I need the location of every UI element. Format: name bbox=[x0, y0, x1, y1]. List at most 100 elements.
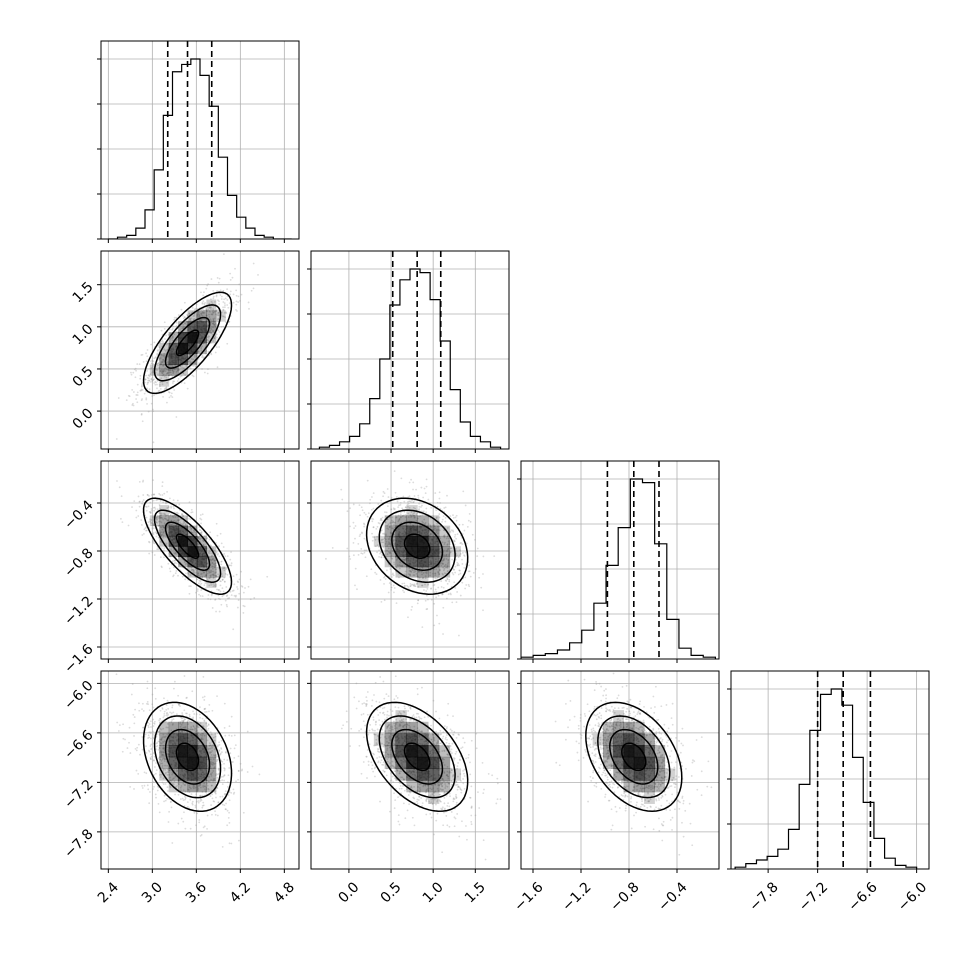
scatter-point bbox=[377, 503, 379, 505]
scatter-point bbox=[195, 805, 197, 807]
scatter-point bbox=[368, 512, 370, 514]
scatter-point bbox=[153, 759, 155, 761]
scatter-point bbox=[148, 726, 150, 728]
density-cell bbox=[385, 536, 396, 547]
scatter-point bbox=[209, 539, 211, 541]
scatter-point bbox=[178, 504, 180, 506]
scatter-point bbox=[381, 556, 383, 558]
scatter-point bbox=[163, 697, 165, 699]
scatter-point bbox=[226, 288, 228, 290]
scatter-point bbox=[222, 301, 224, 303]
scatter-point bbox=[183, 709, 185, 711]
scatter-point bbox=[371, 496, 373, 498]
scatter-point bbox=[167, 713, 169, 715]
scatter-point bbox=[363, 526, 365, 528]
scatter-point bbox=[253, 597, 255, 599]
scatter-point bbox=[384, 492, 386, 494]
scatter-point bbox=[173, 506, 175, 508]
scatter-point bbox=[212, 290, 214, 292]
panel-frame bbox=[311, 251, 509, 449]
scatter-point bbox=[174, 681, 176, 683]
scatter-point bbox=[243, 812, 245, 814]
scatter-point bbox=[400, 514, 402, 516]
scatter-point bbox=[219, 580, 221, 582]
scatter-point bbox=[418, 503, 420, 505]
scatter-point bbox=[468, 564, 470, 566]
scatter-point bbox=[141, 386, 143, 388]
scatter-point bbox=[184, 382, 186, 384]
scatter-point bbox=[158, 749, 160, 751]
scatter-point bbox=[162, 341, 164, 343]
scatter-point bbox=[441, 521, 443, 523]
scatter-point bbox=[414, 495, 416, 497]
scatter-point bbox=[412, 482, 414, 484]
scatter-point bbox=[152, 360, 154, 362]
panel-plot-area bbox=[101, 41, 299, 239]
scatter-point bbox=[411, 499, 413, 501]
scatter-point bbox=[217, 366, 219, 368]
scatter-point bbox=[157, 741, 159, 743]
scatter-point bbox=[421, 505, 423, 507]
scatter-point bbox=[360, 548, 362, 550]
scatter-point bbox=[454, 540, 456, 542]
scatter-point bbox=[220, 591, 222, 593]
scatter-point bbox=[218, 282, 220, 284]
scatter-point bbox=[384, 511, 386, 513]
scatter-point bbox=[236, 586, 238, 588]
scatter-point bbox=[417, 603, 419, 605]
scatter-point bbox=[165, 335, 167, 337]
scatter-point bbox=[195, 592, 197, 594]
scatter-point bbox=[216, 290, 218, 292]
scatter-point bbox=[133, 391, 135, 393]
scatter-point bbox=[165, 387, 167, 389]
scatter-point bbox=[462, 563, 464, 565]
scatter-point bbox=[204, 302, 206, 304]
scatter-point bbox=[157, 790, 159, 792]
scatter-point bbox=[202, 513, 204, 515]
scatter-point bbox=[164, 328, 166, 330]
scatter-point bbox=[185, 572, 187, 574]
scatter-point bbox=[152, 719, 154, 721]
scatter-point bbox=[377, 526, 379, 528]
scatter-point bbox=[215, 814, 217, 816]
scatter-point bbox=[211, 814, 213, 816]
scatter-point bbox=[184, 828, 186, 830]
density-panel-2-0 bbox=[97, 461, 299, 663]
scatter-point bbox=[234, 268, 236, 270]
scatter-point bbox=[201, 368, 203, 370]
scatter-point bbox=[223, 759, 225, 761]
y-tick-label-1-2: 1.0 bbox=[70, 321, 97, 348]
scatter-point bbox=[229, 559, 231, 561]
scatter-point bbox=[153, 542, 155, 544]
scatter-point bbox=[248, 586, 250, 588]
scatter-point bbox=[168, 811, 170, 813]
scatter-point bbox=[381, 601, 383, 603]
scatter-point bbox=[171, 712, 173, 714]
scatter-point bbox=[190, 828, 192, 830]
scatter-point bbox=[167, 786, 169, 788]
scatter-point bbox=[202, 295, 204, 297]
scatter-point bbox=[480, 587, 482, 589]
scatter-point bbox=[150, 726, 152, 728]
scatter-point bbox=[164, 321, 166, 323]
scatter-point bbox=[150, 744, 152, 746]
scatter-point bbox=[358, 554, 360, 556]
scatter-point bbox=[393, 507, 395, 509]
scatter-point bbox=[142, 703, 144, 705]
scatter-point bbox=[433, 603, 435, 605]
scatter-point bbox=[139, 363, 141, 365]
scatter-point bbox=[227, 574, 229, 576]
scatter-point bbox=[374, 572, 376, 574]
scatter-point bbox=[387, 505, 389, 507]
scatter-point bbox=[439, 491, 441, 493]
scatter-point bbox=[183, 811, 185, 813]
scatter-point bbox=[220, 604, 222, 606]
scatter-point bbox=[409, 482, 411, 484]
scatter-point bbox=[203, 804, 205, 806]
scatter-point bbox=[200, 529, 202, 531]
scatter-point bbox=[116, 438, 118, 440]
scatter-point bbox=[233, 302, 235, 304]
scatter-point bbox=[155, 773, 157, 775]
scatter-point bbox=[207, 368, 209, 370]
scatter-point bbox=[458, 574, 460, 576]
